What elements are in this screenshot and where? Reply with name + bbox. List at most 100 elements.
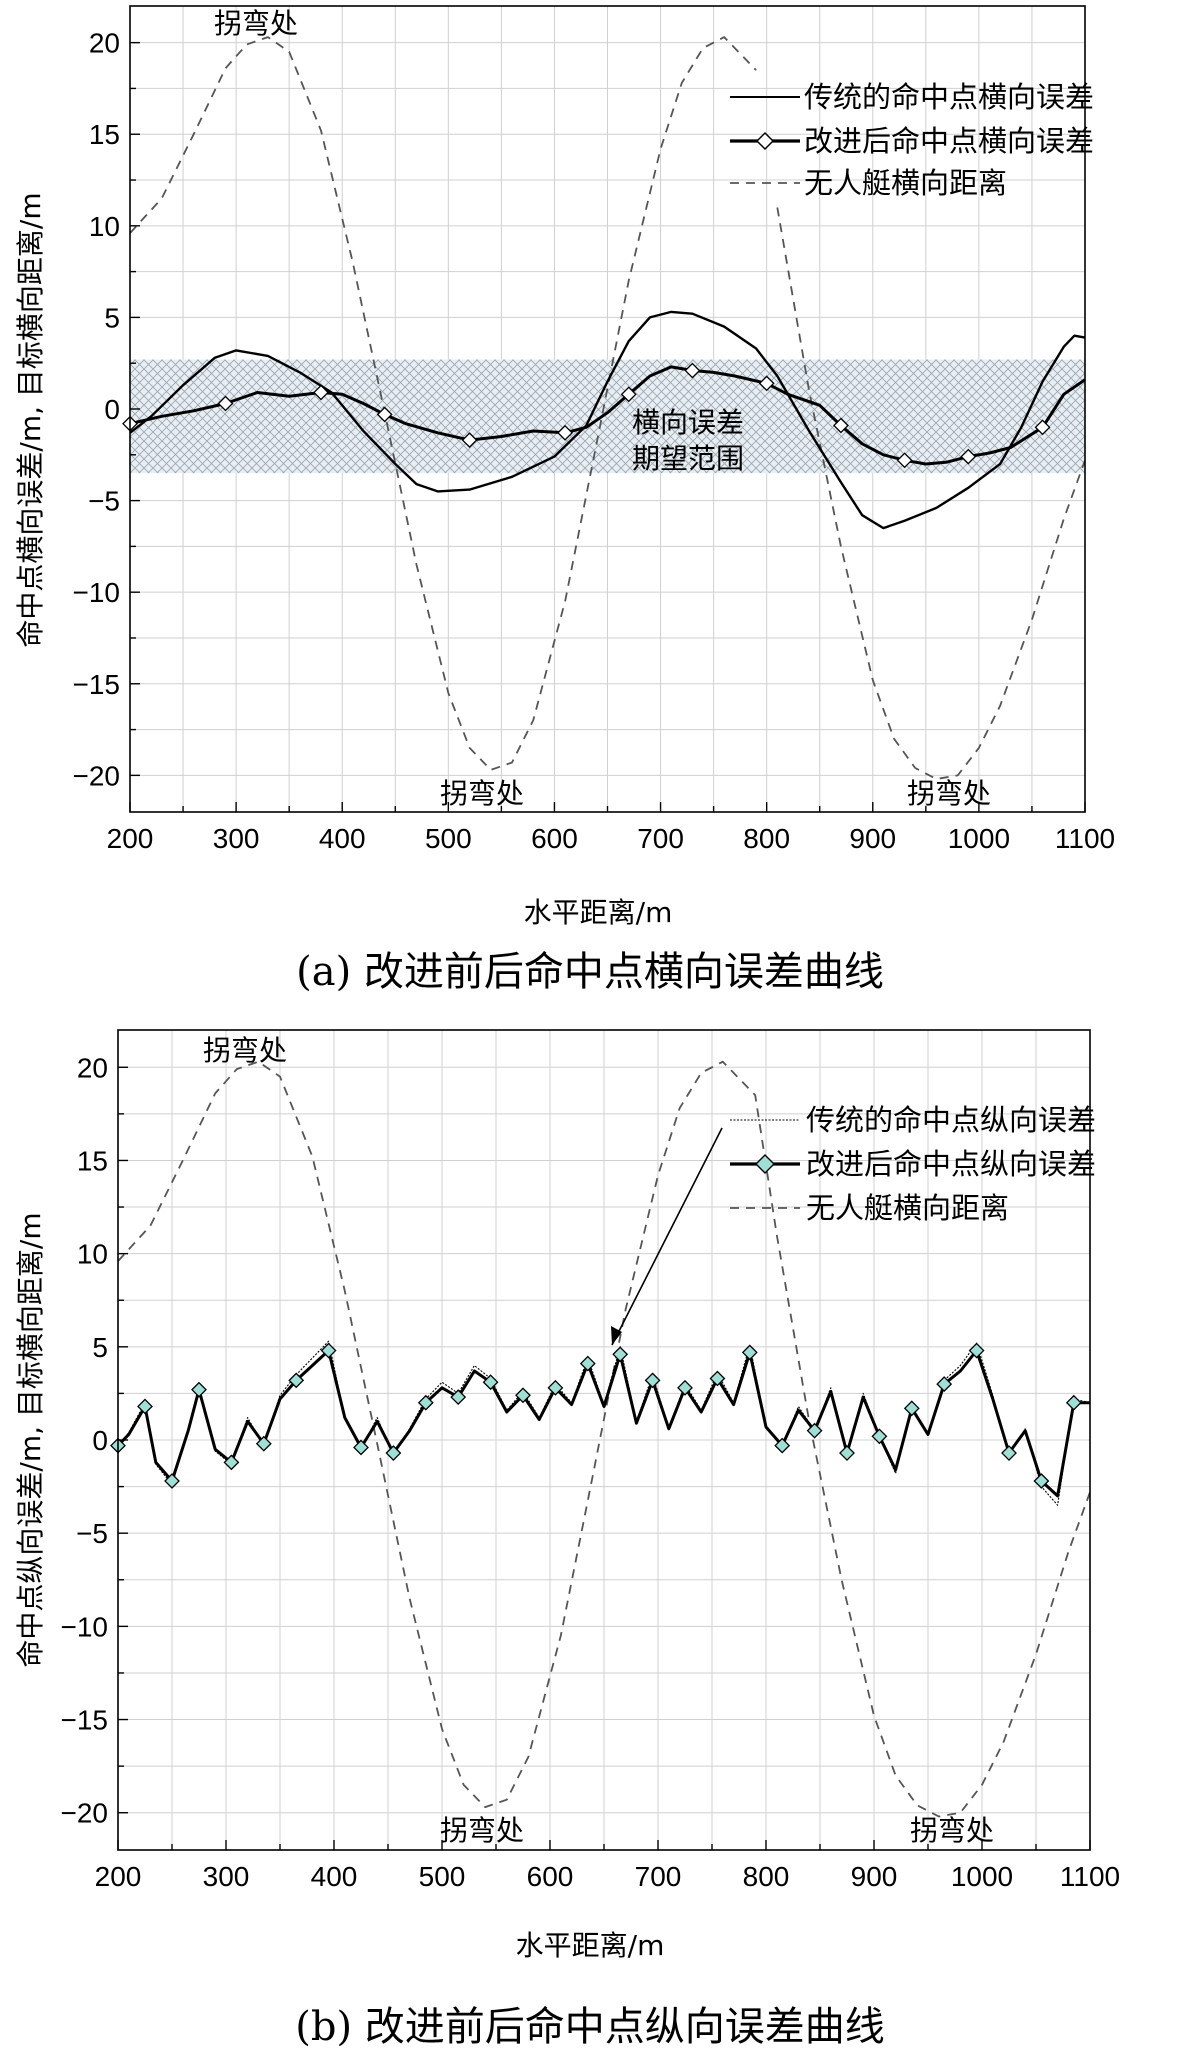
series-line <box>129 310 1086 530</box>
annotation-turn-1: 拐弯处 <box>203 1034 287 1067</box>
axis-ticks <box>117 1066 1091 1850</box>
x-tick-label: 200 <box>95 1861 142 1892</box>
band-label-line2: 期望范围 <box>632 442 744 475</box>
series-marker <box>806 1422 823 1439</box>
series-marker <box>677 1379 693 1396</box>
band-label-line1: 横向误差 <box>632 406 744 439</box>
series-marker <box>833 417 849 434</box>
series-layer <box>122 36 1086 780</box>
y-tick-label: −15 <box>61 1705 109 1736</box>
series-marker <box>164 1473 180 1489</box>
x-tick-label: 300 <box>213 823 260 854</box>
series-marker <box>288 1372 305 1389</box>
figure-caption-b: (b) 改进前后命中点纵向误差曲线 <box>295 2004 885 2050</box>
x-tick-label: 600 <box>527 1861 574 1892</box>
x-tick-label: 700 <box>637 823 684 854</box>
x-tick-label: 700 <box>635 1861 682 1892</box>
legend-marker-improved <box>755 1154 775 1174</box>
x-tick-label: 500 <box>425 823 472 854</box>
legend-pointer-arrow <box>611 1127 723 1346</box>
x-tick-label: 500 <box>419 1861 466 1892</box>
grid-lines <box>118 1030 1090 1850</box>
series-line <box>776 207 1086 780</box>
x-tick-label: 200 <box>107 823 154 854</box>
annotation-turn-3: 拐弯处 <box>910 1814 994 1847</box>
y-tick-label: −20 <box>61 1798 109 1829</box>
y-tick-label: 10 <box>89 211 120 242</box>
series-marker <box>217 395 234 412</box>
series-marker <box>385 1445 402 1461</box>
series-marker <box>579 1355 596 1372</box>
series-line <box>117 1060 1091 1818</box>
x-tick-label: 1000 <box>948 823 1010 854</box>
series-marker <box>741 1344 758 1361</box>
series-marker <box>482 1374 499 1391</box>
series-marker <box>896 452 913 469</box>
y-tick-label: 15 <box>77 1145 108 1176</box>
legend-label-improved: 改进后命中点横向误差 <box>804 124 1094 158</box>
series-marker <box>1033 1473 1050 1489</box>
series-marker <box>515 1387 531 1404</box>
y-tick-label: 5 <box>92 1332 108 1363</box>
y-axis-label: 命中点纵向误差/m, 目标横向距离/m <box>14 1212 47 1667</box>
series-marker <box>960 448 977 465</box>
series-marker <box>620 386 637 403</box>
series-marker <box>223 1454 240 1471</box>
y-tick-label: 20 <box>89 28 120 59</box>
expected-error-band <box>130 359 1085 474</box>
x-tick-label: 1100 <box>1060 1861 1120 1892</box>
x-tick-label: 800 <box>743 823 790 854</box>
legend-label-boat: 无人艇横向距离 <box>804 166 1007 200</box>
annotation-turn-3: 拐弯处 <box>907 777 991 810</box>
x-tick-label: 900 <box>851 1861 898 1892</box>
series-marker <box>461 432 478 449</box>
legend-label-improved: 改进后命中点纵向误差 <box>806 1147 1096 1181</box>
y-tick-label: 20 <box>77 1052 108 1083</box>
series-marker <box>709 1370 726 1387</box>
series-marker <box>1001 1445 1017 1461</box>
series-line <box>129 36 757 771</box>
x-tick-label: 1100 <box>1055 823 1115 854</box>
y-axis-label: 命中点横向误差/m, 目标横向距离/m <box>14 192 47 647</box>
series-marker <box>903 1400 920 1417</box>
y-tick-label: 0 <box>92 1425 108 1456</box>
x-tick-label: 800 <box>743 1861 790 1892</box>
x-tick-label: 400 <box>319 823 366 854</box>
series-marker <box>191 1381 207 1398</box>
figure-caption-a: (a) 改进前后命中点横向误差曲线 <box>296 949 884 995</box>
y-tick-label: 10 <box>77 1239 108 1270</box>
x-tick-label: 1000 <box>951 1861 1013 1892</box>
series-marker <box>644 1372 661 1389</box>
series-marker <box>353 1439 369 1456</box>
series-marker <box>255 1435 272 1452</box>
series-marker <box>774 1437 791 1454</box>
series-marker <box>612 1346 629 1363</box>
x-tick-label: 300 <box>203 1861 250 1892</box>
chart-panel-b: 200 300 400 500 600 700 800 900 1000 1100−20−15−1… <box>14 1029 1121 2050</box>
annotation-turn-2: 拐弯处 <box>440 1814 524 1847</box>
annotation-turn-1: 拐弯处 <box>214 7 298 40</box>
series-marker <box>450 1389 467 1406</box>
tick-labels: 200 300 400 500 600 700 800 900 1000 1100−20−15−1… <box>73 28 1116 854</box>
series-line <box>116 1349 1090 1498</box>
series-marker <box>313 384 329 401</box>
legend-marker-improved <box>755 131 775 151</box>
series-marker <box>137 1398 153 1415</box>
series-marker <box>417 1394 434 1411</box>
series-marker <box>839 1445 855 1461</box>
series-marker <box>376 406 393 423</box>
series-marker <box>936 1376 953 1393</box>
series-marker <box>871 1428 888 1445</box>
x-axis-label: 水平距离/m <box>524 896 673 929</box>
series-marker <box>547 1379 564 1396</box>
legend-pointer-arrowhead <box>611 1326 622 1345</box>
series-marker <box>968 1342 985 1359</box>
tick-labels: 200 300 400 500 600 700 800 900 1000 1100−20−15−1… <box>61 1052 1121 1892</box>
legend: 传统的命中点纵向误差 改进后命中点纵向误差 无人艇横向距离 <box>611 1103 1096 1346</box>
series-marker <box>1065 1394 1082 1411</box>
y-tick-label: −10 <box>61 1611 109 1642</box>
series-marker <box>320 1342 337 1359</box>
x-axis-label: 水平距离/m <box>516 1929 665 1962</box>
y-tick-label: −5 <box>88 486 120 517</box>
